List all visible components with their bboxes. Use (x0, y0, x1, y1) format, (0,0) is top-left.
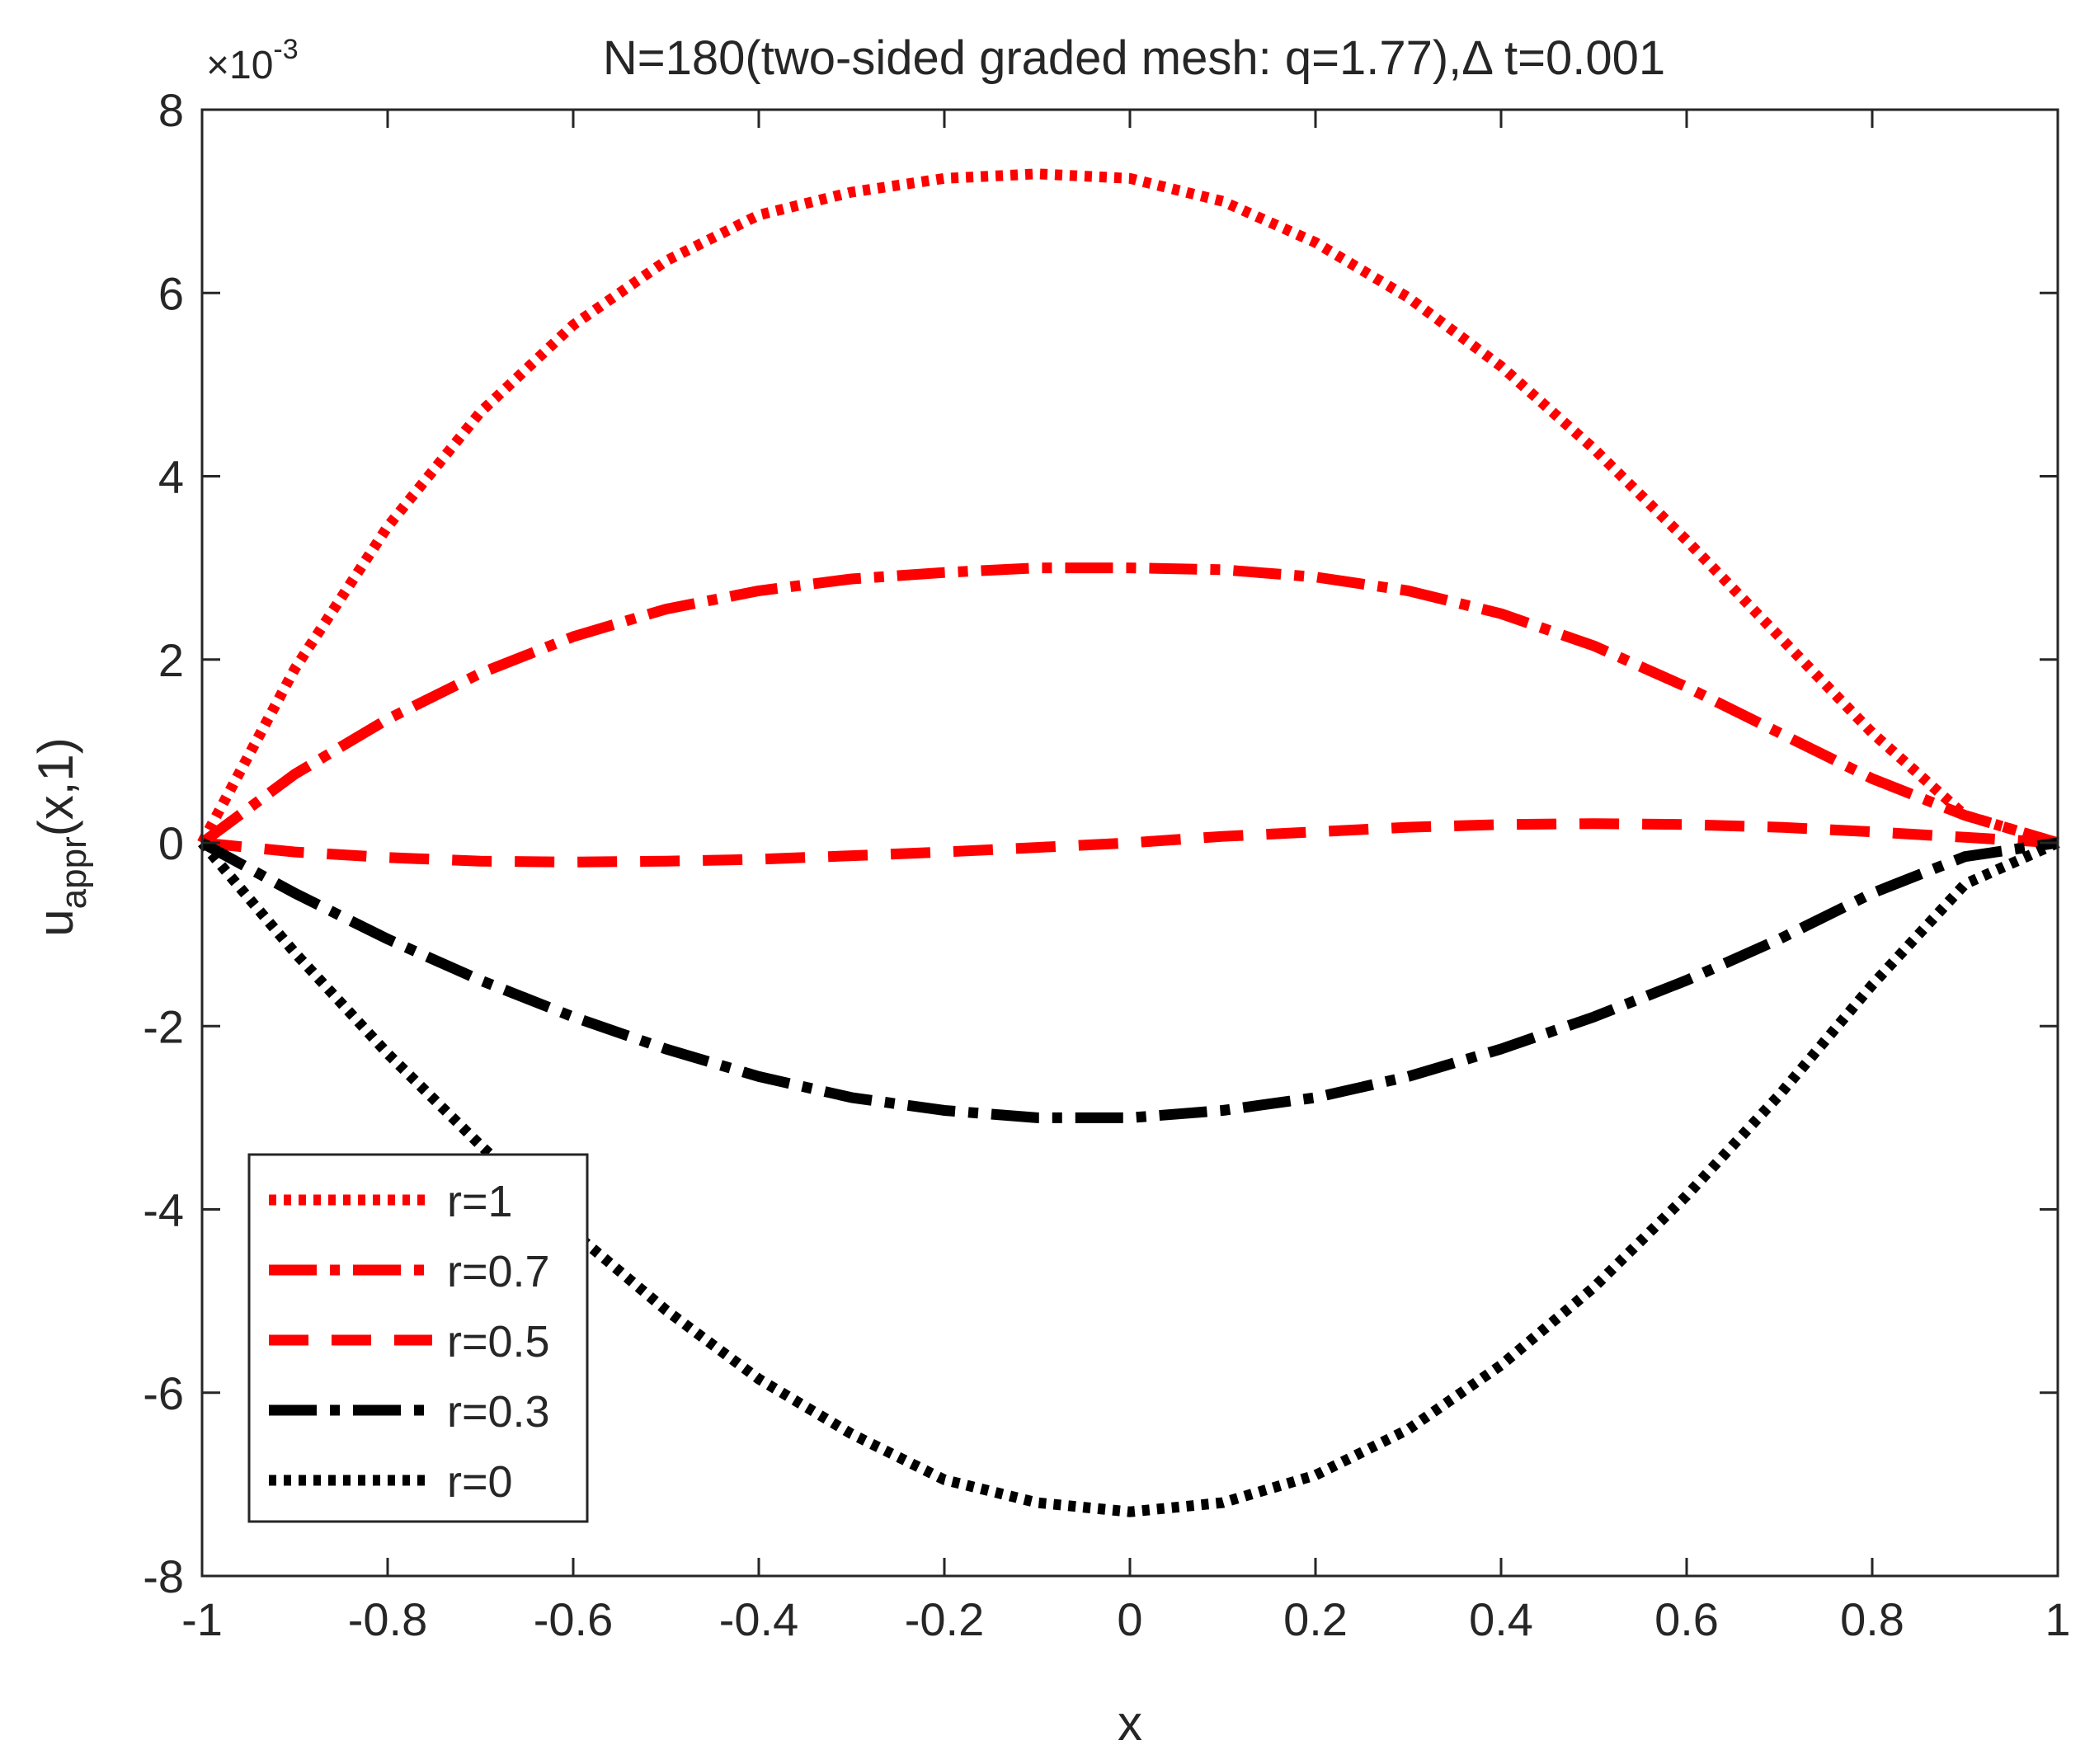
series-line (199, 837, 2059, 1123)
y-tick-label: -4 (143, 1184, 184, 1236)
legend-label: r=0 (447, 1457, 513, 1507)
x-tick-label: 0.2 (1283, 1593, 1348, 1645)
x-tick-label: -0.4 (719, 1593, 799, 1645)
x-tick-label: 1 (2045, 1593, 2070, 1645)
y-tick-label: 2 (158, 634, 184, 686)
x-tick-label: 0.4 (1469, 1593, 1533, 1645)
y-exponent-label: ×10-3 (206, 34, 299, 87)
y-exponent-power: -3 (273, 34, 298, 65)
legend-label: r=0.7 (447, 1247, 550, 1296)
series-line (197, 168, 2059, 849)
series-layer (197, 168, 2060, 1517)
y-axis-label-base: u (28, 909, 83, 936)
legend-label: r=1 (447, 1177, 513, 1226)
series-line (198, 838, 2060, 1517)
y-tick-label: -6 (143, 1367, 184, 1419)
y-tick-label: -2 (143, 1000, 184, 1052)
series-r-0 (198, 838, 2060, 1517)
legend-label: r=0.3 (447, 1387, 550, 1437)
y-tick-label: 8 (158, 84, 184, 136)
y-exponent-prefix: ×10 (206, 44, 273, 87)
x-tick-label: 0 (1117, 1593, 1142, 1645)
y-tick-label: 6 (158, 267, 184, 319)
legend-label: r=0.5 (447, 1317, 550, 1367)
tick-layer: -1 -0.8 -0.6 -0.4 -0.2 0 0.2 0.4 0.6 0.8 1 -8 -6 -4 -2… (143, 84, 2070, 1645)
x-tick-label: -1 (181, 1593, 223, 1645)
x-tick-label: -0.2 (905, 1593, 985, 1645)
chart-title: N=180(two-sided graded mesh: q=1.77),Δ t… (603, 31, 1665, 85)
x-tick-label: -0.8 (348, 1593, 428, 1645)
series-r-0-3 (199, 837, 2059, 1123)
y-tick-label: -8 (143, 1550, 184, 1602)
y-axis-label-suffix: (x,1) (28, 737, 83, 836)
series-r-0-7 (199, 562, 2059, 849)
legend: r=1 r=0.7 r=0.5 r=0.3 r=0 (247, 1153, 589, 1523)
x-tick-label: 0.8 (1840, 1593, 1904, 1645)
x-tick-label: -0.6 (534, 1593, 614, 1645)
series-line (199, 562, 2059, 849)
y-tick-label: 0 (158, 817, 184, 869)
y-tick-label: 4 (158, 451, 184, 503)
x-axis-label: x (1118, 1696, 1142, 1751)
y-axis-label: uappr(x,1) (28, 737, 94, 936)
y-axis-label-subscript: appr (54, 836, 94, 909)
series-r-1 (197, 168, 2059, 849)
x-tick-label: 0.6 (1654, 1593, 1719, 1645)
